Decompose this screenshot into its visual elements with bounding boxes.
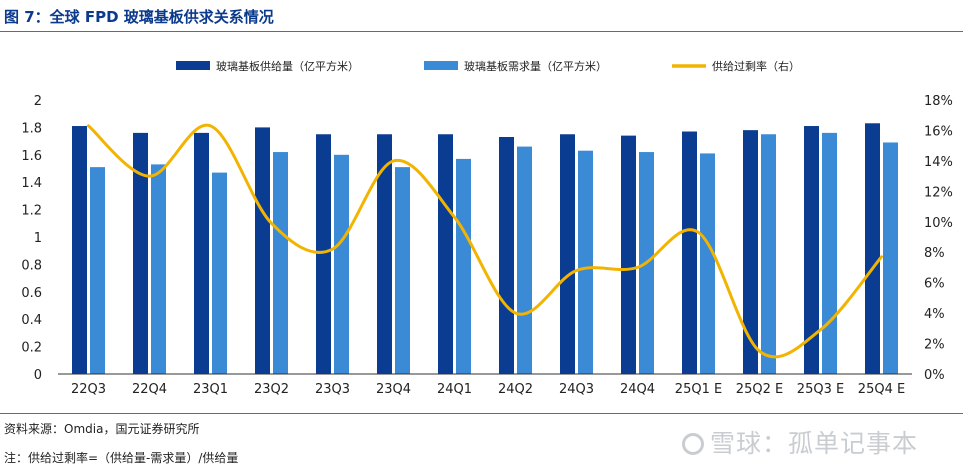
left-axis-tick: 1.2 <box>21 204 42 219</box>
demand-bar-7 <box>517 146 532 374</box>
right-axis-tick: 6% <box>924 277 945 292</box>
supply-bar-6 <box>438 134 453 374</box>
x-tick-label: 25Q2 E <box>736 382 783 397</box>
snowball-logo-icon <box>682 433 704 455</box>
left-axis-tick: 1.4 <box>21 176 42 191</box>
x-tick-label: 24Q2 <box>498 382 533 397</box>
supply-bar-8 <box>560 134 575 374</box>
x-tick-label: 24Q4 <box>620 382 655 397</box>
demand-bar-11 <box>761 134 776 374</box>
supply-bar-11 <box>743 130 758 374</box>
footer-divider <box>0 413 963 414</box>
demand-bar-1 <box>151 164 166 374</box>
supply-demand-chart: 玻璃基板供给量（亿平方米） 玻璃基板需求量（亿平方米） 供给过剩率（右） 22Q3 2… <box>21 59 953 397</box>
left-axis-tick: 0.6 <box>21 286 42 301</box>
right-axis-tick: 12% <box>924 185 953 200</box>
x-tick-label: 23Q2 <box>254 382 289 397</box>
demand-bar-13 <box>883 142 898 374</box>
right-axis-tick: 14% <box>924 155 953 170</box>
right-axis-tick: 0% <box>924 368 945 383</box>
supply-bar-0 <box>72 126 87 374</box>
right-axis-tick: 4% <box>924 307 945 322</box>
right-axis-tick: 8% <box>924 246 945 261</box>
supply-bar-2 <box>194 132 209 374</box>
right-axis-tick: 18% <box>924 94 953 109</box>
left-axis-tick: 1.8 <box>21 121 42 136</box>
supply-bar-1 <box>133 132 148 374</box>
left-axis-tick: 0.8 <box>21 258 42 273</box>
supply-bar-4 <box>316 134 331 374</box>
x-tick-label: 25Q1 E <box>675 382 722 397</box>
right-axis-tick: 2% <box>924 338 945 353</box>
x-tick-label: 23Q4 <box>376 382 411 397</box>
supply-bar-13 <box>865 123 880 374</box>
demand-bar-8 <box>578 150 593 374</box>
supply-bar-9 <box>621 135 636 374</box>
demand-bar-2 <box>212 172 227 374</box>
right-axis-tick: 10% <box>924 216 953 231</box>
x-tick-label: 23Q1 <box>193 382 228 397</box>
x-tick-label: 23Q3 <box>315 382 350 397</box>
legend-label-2: 供给过剩率（右） <box>712 59 800 73</box>
legend-swatch-1 <box>424 61 458 70</box>
x-tick-label: 24Q3 <box>559 382 594 397</box>
chart-legend: 玻璃基板供给量（亿平方米） 玻璃基板需求量（亿平方米） 供给过剩率（右） <box>176 59 800 73</box>
x-tick-label: 22Q4 <box>132 382 167 397</box>
demand-bar-0 <box>90 167 105 374</box>
x-tick-label: 22Q3 <box>71 382 106 397</box>
legend-swatch-0 <box>176 61 210 70</box>
left-axis-tick: 0.4 <box>21 313 42 328</box>
left-axis-tick: 1.6 <box>21 149 42 164</box>
demand-bar-4 <box>334 154 349 374</box>
left-axis-tick: 1 <box>34 231 42 246</box>
source-note: 资料来源：Omdia，国元证券研究所 <box>4 422 200 436</box>
title-divider <box>0 31 963 32</box>
x-tick-label: 25Q4 E <box>858 382 905 397</box>
bar-layer <box>72 123 898 375</box>
legend-label-1: 玻璃基板需求量（亿平方米） <box>464 59 607 73</box>
supply-bar-7 <box>499 136 514 374</box>
demand-bar-5 <box>395 167 410 374</box>
supply-bar-12 <box>804 126 819 374</box>
x-tick-label: 25Q3 E <box>797 382 844 397</box>
demand-bar-6 <box>456 158 471 374</box>
supply-bar-5 <box>377 134 392 374</box>
supply-bar-3 <box>255 127 270 375</box>
watermark-text: 雪球：孤单记事本 <box>710 429 919 458</box>
left-axis-tick: 2 <box>34 94 42 109</box>
supply-bar-10 <box>682 131 697 374</box>
right-axis-tick: 16% <box>924 124 953 139</box>
left-axis-tick: 0.2 <box>21 341 42 356</box>
oversupply-rate-line <box>87 123 883 359</box>
demand-bar-10 <box>700 153 715 374</box>
line-layer <box>87 123 883 359</box>
legend-label-0: 玻璃基板供给量（亿平方米） <box>216 59 359 73</box>
demand-bar-3 <box>273 152 288 374</box>
watermark: 雪球：孤单记事本 <box>682 424 918 460</box>
left-axis-tick: 0 <box>34 368 42 383</box>
chart-title: 图 7：全球 FPD 玻璃基板供求关系情况 <box>4 8 274 26</box>
formula-note: 注：供给过剩率=（供给量-需求量）/供给量 <box>4 451 239 465</box>
axes-layer: 22Q3 22Q4 23Q1 23Q2 23Q3 23Q4 24Q1 24Q2 24Q3 24Q4… <box>21 94 953 397</box>
demand-bar-12 <box>822 132 837 374</box>
x-tick-label: 24Q1 <box>437 382 472 397</box>
